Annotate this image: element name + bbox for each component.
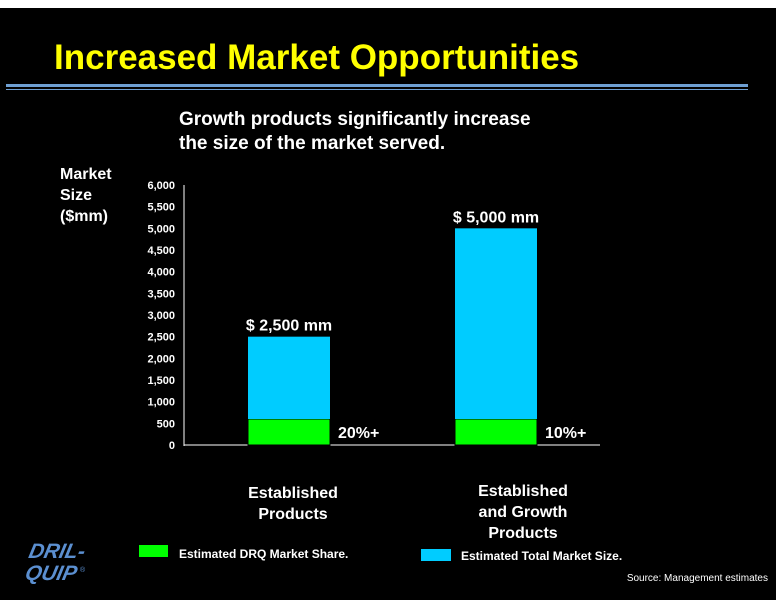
legend-swatch-total (421, 549, 451, 561)
y-tick-label: 6,000 (147, 180, 175, 192)
y-axis-label-line: Size (60, 187, 93, 204)
legend-label-total: Estimated Total Market Size. (461, 549, 623, 563)
source-note: Source: Management estimates (626, 573, 768, 584)
y-tick-label: 4,000 (147, 267, 175, 279)
y-tick-label: 1,500 (147, 375, 175, 387)
bar-segment (247, 418, 331, 446)
category-label: Products (488, 525, 557, 542)
y-tick-label: 3,500 (147, 288, 175, 300)
y-tick-label: 2,500 (147, 332, 175, 344)
logo-line: QUIP (24, 562, 80, 584)
y-tick-label: 0 (169, 440, 175, 452)
category-label: Products (258, 506, 327, 523)
title-rule-thin (6, 89, 748, 90)
category-label: and Growth (479, 504, 568, 521)
logo-mark: ® (80, 566, 86, 574)
bar-total-label: $ 5,000 mm (453, 209, 539, 226)
y-axis-label-line: ($mm) (60, 208, 109, 225)
bar-segment (248, 336, 330, 419)
logo-line: DRIL- (27, 540, 88, 563)
bar-segment (455, 228, 537, 419)
category-label: Established (478, 483, 568, 500)
y-tick-label: 500 (157, 418, 175, 430)
title-rule-thick (6, 84, 748, 87)
subtitle-line: Growth products significantly increase (179, 109, 531, 130)
legend-label-share: Estimated DRQ Market Share. (179, 547, 349, 561)
bar-total-label: $ 2,500 mm (246, 318, 332, 335)
share-percent-label: 10%+ (545, 425, 586, 442)
y-axis-label-line: Market (60, 166, 112, 183)
chart-subtitle: Growth products significantly increase t… (179, 108, 531, 156)
y-tick-label: 4,500 (147, 245, 175, 257)
category-label: Established (248, 485, 338, 502)
legend-swatch-share (139, 545, 168, 557)
y-tick-label: 2,000 (147, 353, 175, 365)
y-tick-label: 5,500 (147, 202, 175, 214)
y-tick-label: 5,000 (147, 223, 175, 235)
y-tick-label: 1,000 (147, 397, 175, 409)
subtitle-line: the size of the market served. (179, 133, 446, 154)
dril-quip-logo: DRIL- QUIP ® (24, 540, 88, 584)
bar-segment (454, 418, 538, 446)
page-title: Increased Market Opportunities (54, 38, 580, 77)
y-tick-label: 3,000 (147, 310, 175, 322)
top-band (0, 0, 776, 8)
y-axis-label: Market Size ($mm) (60, 164, 112, 227)
share-percent-label: 20%+ (338, 425, 379, 442)
